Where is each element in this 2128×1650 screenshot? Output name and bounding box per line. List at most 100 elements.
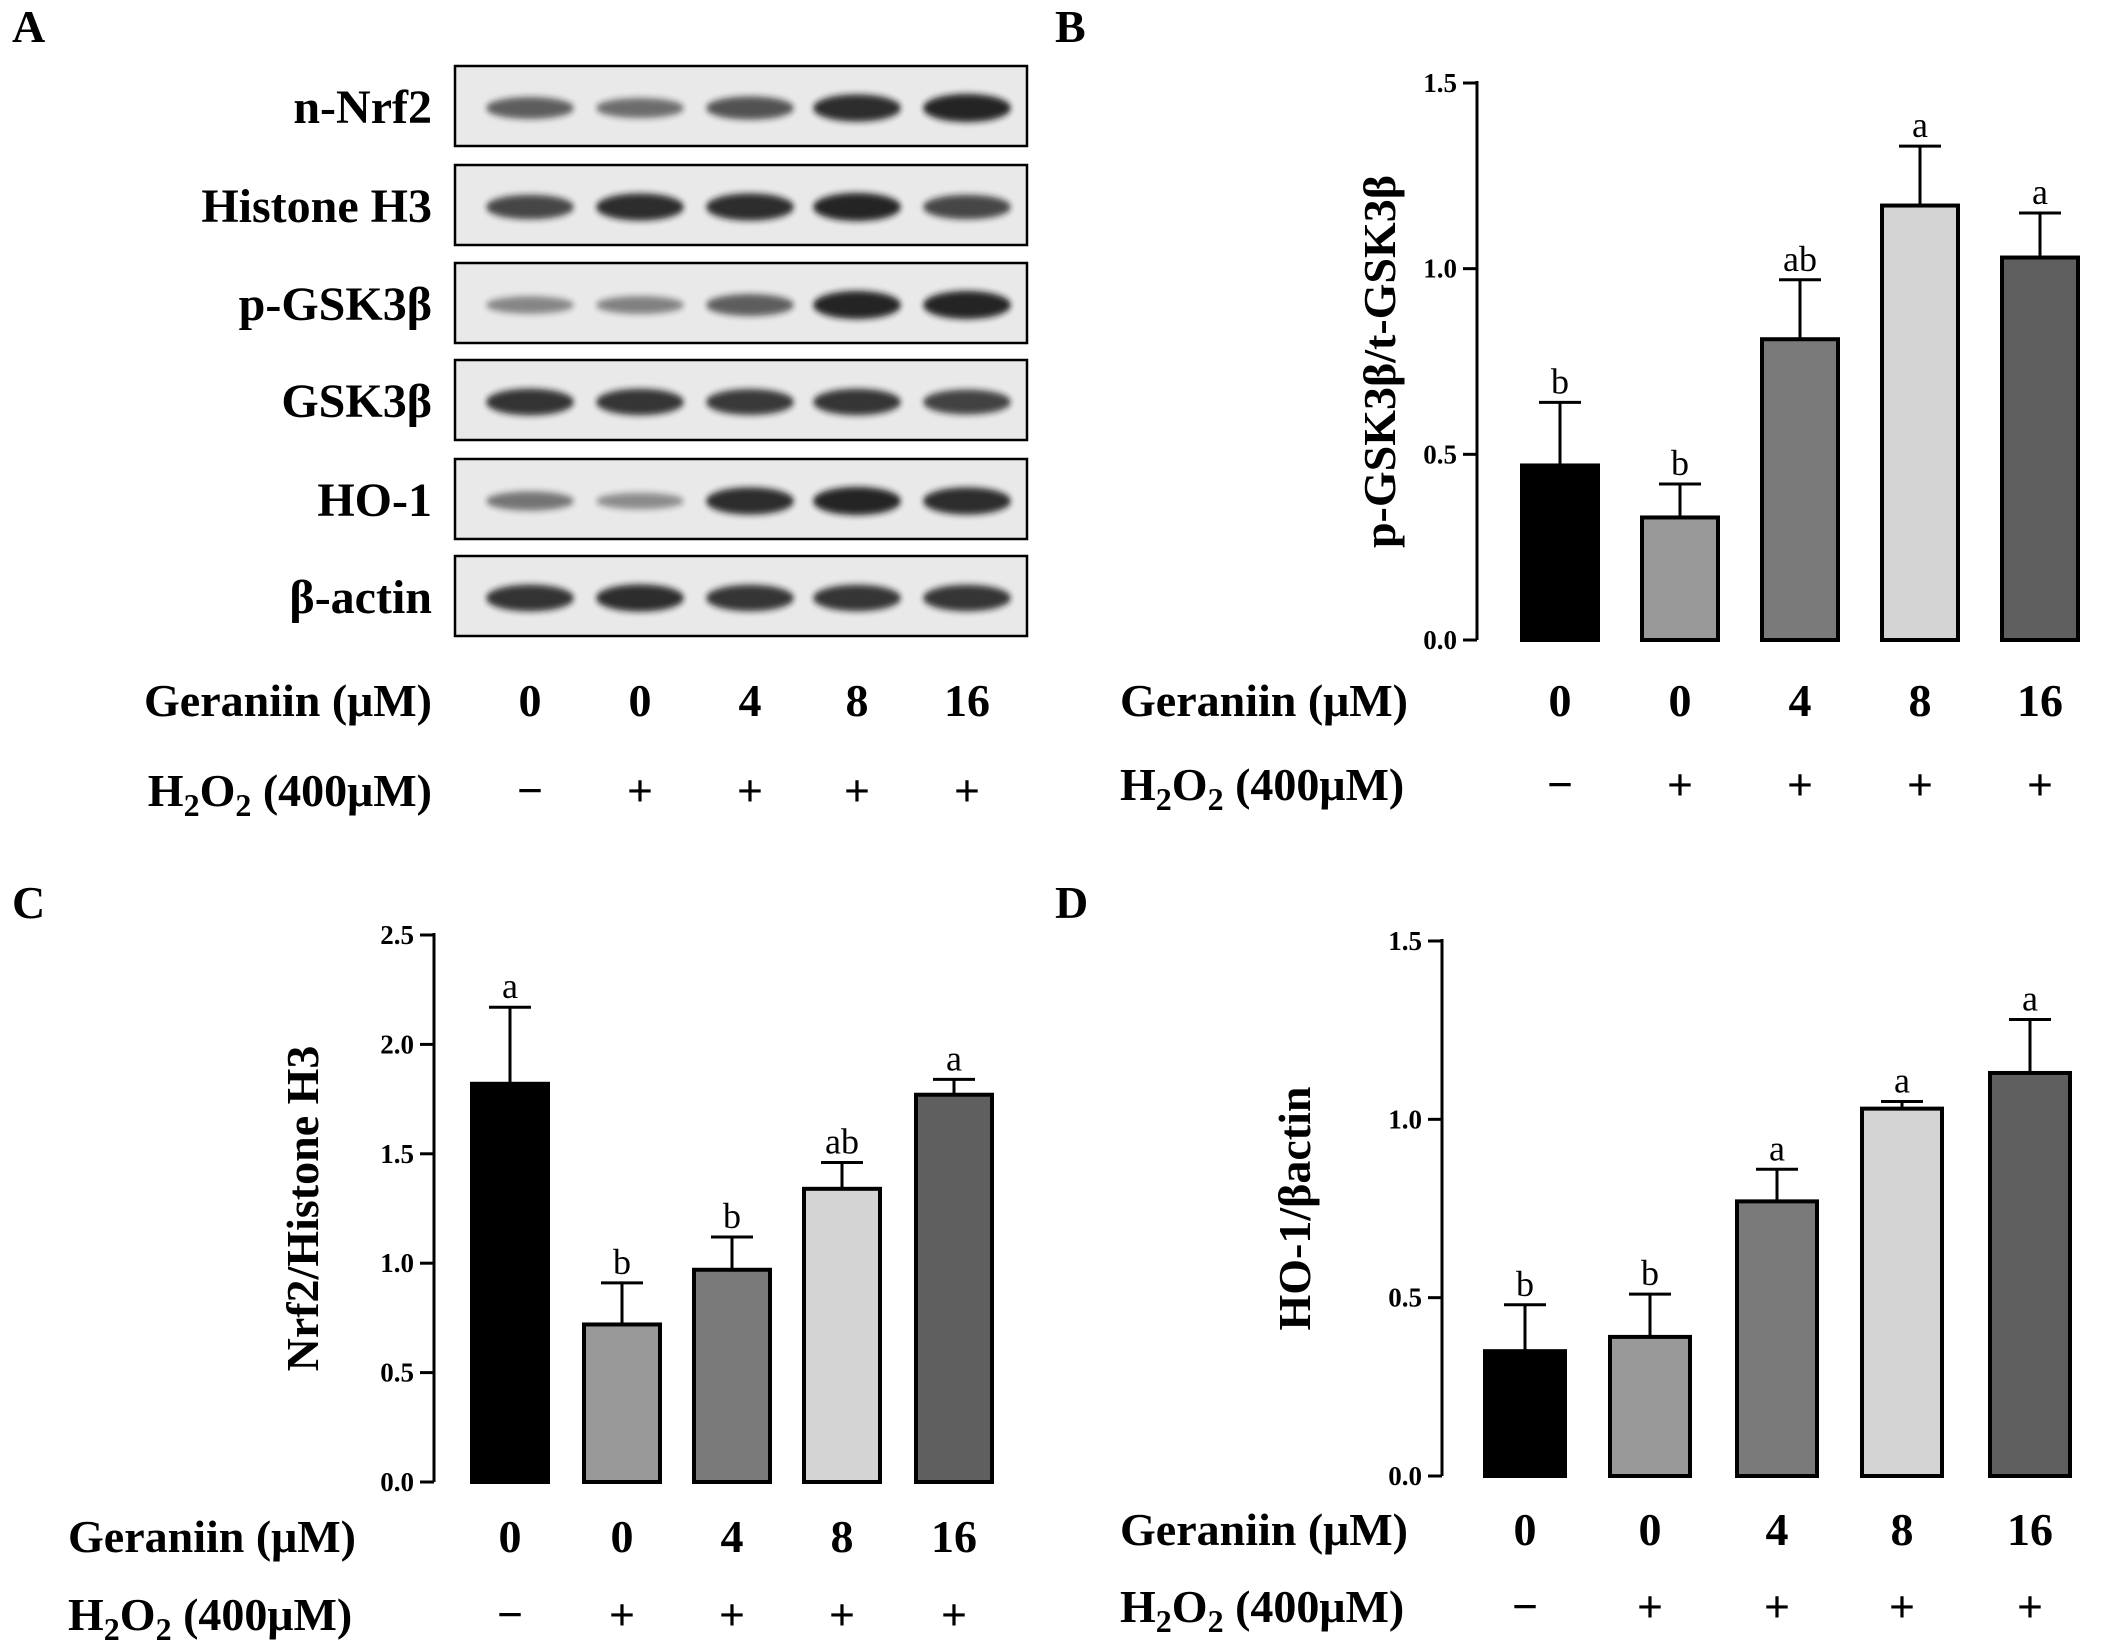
h2o2-value: +: [2017, 1581, 2043, 1632]
h2o2-row-label: H2O2 (400μM): [1120, 759, 1404, 817]
geraniin-value: 0: [499, 1511, 522, 1562]
blot-band: [813, 290, 901, 320]
panel-b-bar-chart: 0.0 0.5 1.0 1.5 p-GSK3β/t-GSK3β b b ab a a Geranii…: [1120, 68, 2080, 817]
h2o2-value: +: [941, 1589, 967, 1640]
bar: [1988, 1070, 2072, 1478]
blot-band: [706, 584, 794, 612]
h2o2-value: +: [609, 1589, 635, 1640]
h2o2-label-part: 2: [156, 1611, 172, 1647]
blot-band: [596, 584, 684, 612]
h2o2-label-part: 2: [1156, 1603, 1172, 1639]
significance-label: ab: [1783, 239, 1817, 279]
geraniin-value: 0: [1639, 1504, 1662, 1555]
y-tick-label: 0.0: [380, 1467, 414, 1497]
blot-band: [486, 491, 574, 511]
blot-band: [923, 93, 1011, 123]
panel-letters: A B C D: [12, 1, 1088, 928]
bar: [1520, 463, 1600, 642]
geraniin-row-label: Geraniin (μM): [68, 1511, 356, 1562]
blot-band: [596, 492, 684, 510]
significance-label: b: [723, 1196, 741, 1236]
h2o2-value: +: [829, 1589, 855, 1640]
h2o2-value: +: [1907, 759, 1933, 810]
h2o2-label-part: 2: [1208, 781, 1224, 817]
geraniin-value: 4: [1766, 1504, 1789, 1555]
blot-label: GSK3β: [281, 375, 432, 428]
y-tick-label: 1.0: [1388, 1104, 1422, 1134]
y-tick-label: 2.0: [380, 1029, 414, 1059]
y-tick-label: 1.0: [1423, 254, 1457, 284]
geraniin-value: 4: [739, 675, 762, 726]
h2o2-value: +: [1889, 1581, 1915, 1632]
y-tick-label: 2.5: [380, 920, 414, 950]
blot-band: [923, 194, 1011, 220]
significance-label: a: [1894, 1061, 1910, 1101]
y-tick-label: 0.0: [1388, 1461, 1422, 1491]
blot-label: p-GSK3β: [239, 278, 432, 331]
blot-label: β-actin: [289, 571, 432, 624]
significance-label: b: [1516, 1264, 1534, 1304]
geraniin-row-label: Geraniin (μM): [1120, 675, 1408, 726]
h2o2-label-part: (400μM): [172, 1589, 353, 1640]
h2o2-value: −: [1547, 759, 1573, 810]
h2o2-label-part: 2: [235, 787, 251, 823]
y-tick-label: 1.5: [380, 1139, 414, 1169]
blot-band: [486, 388, 574, 416]
h2o2-label-part: 2: [1156, 781, 1172, 817]
significance-label: a: [946, 1038, 962, 1078]
h2o2-label-part: O: [1172, 759, 1208, 810]
bar: [802, 1186, 882, 1484]
blot-band: [486, 296, 574, 314]
geraniin-value: 4: [1789, 675, 1812, 726]
y-axis-title: Nrf2/Histone H3: [277, 1046, 328, 1372]
bar: [470, 1081, 550, 1485]
panel-letter: B: [1055, 1, 1086, 52]
y-tick-label: 1.0: [380, 1248, 414, 1278]
h2o2-value: +: [1637, 1581, 1663, 1632]
bar: [1735, 1199, 1819, 1479]
geraniin-value: 0: [1514, 1504, 1537, 1555]
significance-label: b: [613, 1242, 631, 1282]
blot-band: [596, 388, 684, 416]
h2o2-row-label: H2O2 (400μM): [148, 765, 432, 823]
geraniin-value: 16: [931, 1511, 977, 1562]
blot-lane-labels: n-Nrf2 Histone H3 p-GSK3β GSK3β HO-1 β-actin: [201, 81, 432, 624]
h2o2-label-part: H: [148, 765, 184, 816]
bar: [2000, 255, 2080, 642]
significance-label: b: [1641, 1253, 1659, 1293]
blot-condition-table: Geraniin (μM)H2O2 (400μM)0−0+4+8+16+: [144, 675, 990, 823]
geraniin-value: 16: [2017, 675, 2063, 726]
h2o2-value: +: [627, 765, 653, 816]
significance-label: b: [1551, 361, 1569, 401]
h2o2-row-label: H2O2 (400μM): [1120, 1581, 1404, 1639]
significance-label: a: [2022, 978, 2038, 1018]
h2o2-row-label: H2O2 (400μM): [68, 1589, 352, 1647]
h2o2-value: +: [737, 765, 763, 816]
blot-images: [453, 64, 1029, 638]
panel-d-bar-chart: 0.0 0.5 1.0 1.5 HO-1/βactin b b a a a Geraniin (μM…: [1120, 926, 2072, 1639]
y-tick-label: 1.5: [1388, 926, 1422, 956]
h2o2-label-part: H: [1120, 1581, 1156, 1632]
geraniin-value: 0: [611, 1511, 634, 1562]
bar: [1760, 337, 1840, 642]
y-tick-label: 1.5: [1423, 68, 1457, 98]
significance-label: a: [1912, 105, 1928, 145]
h2o2-label-part: 2: [184, 787, 200, 823]
blot-band: [486, 194, 574, 220]
y-axis-title: p-GSK3β/t-GSK3β: [1354, 175, 1405, 548]
blot-band: [813, 388, 901, 416]
blot-band: [596, 97, 684, 119]
significance-label: a: [502, 966, 518, 1006]
h2o2-value: +: [719, 1589, 745, 1640]
geraniin-value: 16: [944, 675, 990, 726]
geraniin-row-label: Geraniin (μM): [144, 675, 432, 726]
panel-letter: A: [12, 1, 45, 52]
blot-band: [706, 96, 794, 120]
y-axis-title: HO-1/βactin: [1269, 1087, 1320, 1331]
y-tick-label: 0.5: [1423, 439, 1457, 469]
h2o2-value: +: [1764, 1581, 1790, 1632]
blot-band: [486, 584, 574, 612]
blot-label: HO-1: [317, 474, 432, 527]
